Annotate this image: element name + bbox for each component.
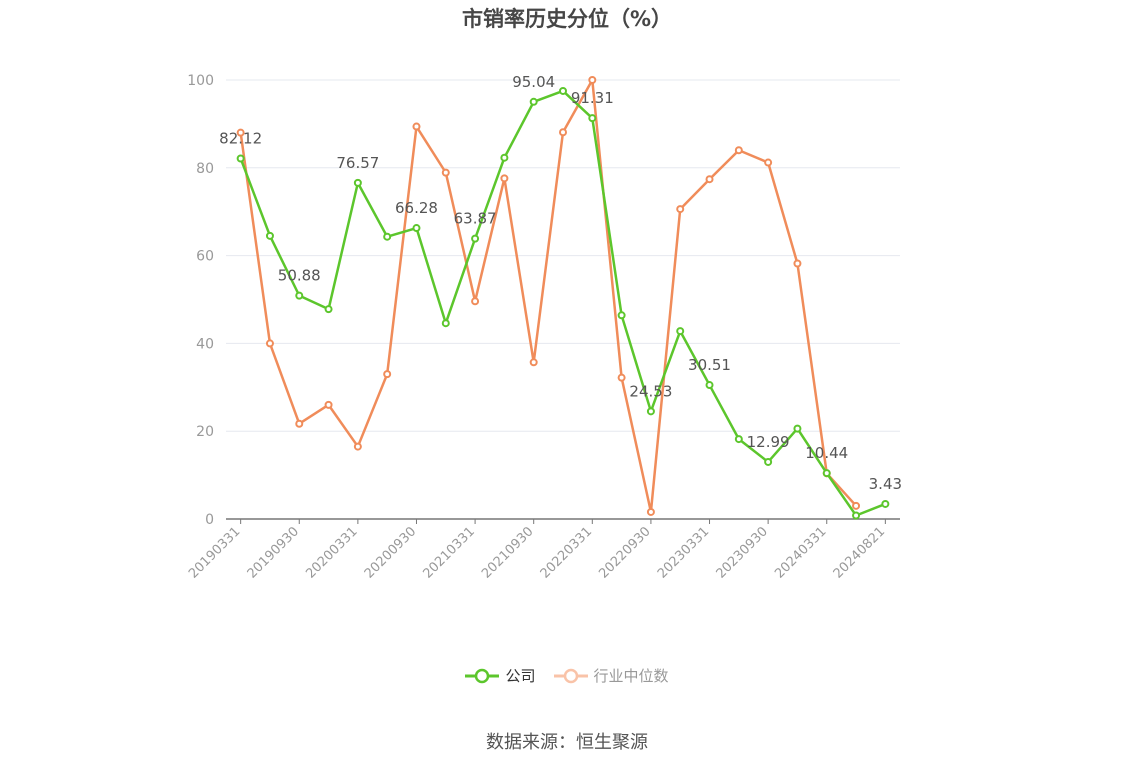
legend: 公司 行业中位数 bbox=[0, 662, 1134, 690]
series-point-0 bbox=[500, 153, 509, 162]
legend-item-industry-median[interactable]: 行业中位数 bbox=[553, 662, 669, 690]
series-point-0 bbox=[676, 327, 685, 336]
data-label: 12.99 bbox=[747, 433, 790, 451]
series-point-1 bbox=[617, 373, 626, 382]
x-tick-label: 20230930 bbox=[714, 524, 771, 581]
x-tick-label: 20220331 bbox=[538, 524, 595, 581]
series-point-1 bbox=[471, 297, 480, 306]
series-point-0 bbox=[646, 407, 655, 416]
x-tick-label: 20230331 bbox=[655, 524, 712, 581]
y-tick-label: 100 bbox=[187, 73, 214, 89]
y-tick-label: 40 bbox=[196, 336, 214, 352]
axes: 0 20 40 60 80 100 20190331 20190930 20200331 2020… bbox=[186, 73, 900, 582]
series-point-1 bbox=[412, 122, 421, 131]
series-point-0 bbox=[705, 381, 714, 390]
series-point-1 bbox=[764, 158, 773, 167]
data-label: 95.04 bbox=[512, 73, 555, 91]
series-point-1 bbox=[646, 507, 655, 516]
series-point-1 bbox=[559, 128, 567, 137]
series-point-0 bbox=[324, 305, 333, 314]
series-point-1 bbox=[236, 128, 245, 137]
data-label: 24.53 bbox=[629, 382, 672, 400]
x-tick-label: 20210331 bbox=[421, 524, 478, 581]
series-point-0 bbox=[265, 231, 274, 240]
data-source: 数据来源：恒生聚源 bbox=[486, 732, 648, 753]
series-point-1 bbox=[793, 259, 802, 268]
legend-item-company[interactable]: 公司 bbox=[465, 662, 536, 690]
x-tick-label: 20190331 bbox=[186, 524, 243, 581]
series-point-0 bbox=[852, 511, 861, 520]
y-tick-label: 80 bbox=[196, 161, 214, 177]
series-point-0 bbox=[617, 311, 626, 320]
x-tick-label: 20240821 bbox=[831, 524, 888, 581]
series-lines bbox=[236, 76, 890, 520]
series-point-1 bbox=[383, 370, 392, 379]
series-point-1 bbox=[265, 339, 274, 348]
data-label: 82.12 bbox=[219, 129, 262, 147]
y-tick-label: 20 bbox=[196, 424, 214, 440]
grid-lines bbox=[226, 79, 900, 432]
series-point-1 bbox=[353, 442, 362, 451]
series-point-0 bbox=[822, 469, 831, 478]
data-label: 66.28 bbox=[395, 199, 438, 217]
series-point-0 bbox=[353, 178, 362, 187]
legend-marker-industry-median bbox=[553, 668, 588, 684]
series-point-0 bbox=[793, 424, 802, 433]
x-tick-label: 20200930 bbox=[362, 524, 419, 581]
series-point-0 bbox=[734, 435, 743, 444]
x-tick-label: 20190930 bbox=[245, 524, 302, 581]
series-point-0 bbox=[471, 234, 480, 243]
series-point-0 bbox=[412, 224, 421, 233]
data-label: 63.87 bbox=[454, 210, 497, 228]
series-point-0 bbox=[881, 499, 890, 508]
series-point-0 bbox=[295, 291, 304, 300]
data-label: 30.51 bbox=[688, 356, 731, 374]
series-point-1 bbox=[734, 146, 743, 155]
y-tick-label: 60 bbox=[196, 249, 214, 265]
series-point-1 bbox=[588, 76, 597, 84]
series-point-1 bbox=[676, 205, 685, 214]
data-label: 50.88 bbox=[278, 267, 321, 285]
series-point-0 bbox=[529, 97, 538, 106]
series-point-0 bbox=[764, 457, 773, 466]
chart-title: 市销率历史分位（%） bbox=[461, 7, 673, 31]
series-point-1 bbox=[441, 168, 450, 177]
x-tick-label: 20240331 bbox=[772, 524, 829, 581]
series-point-0 bbox=[588, 114, 597, 123]
legend-label-company: 公司 bbox=[505, 667, 536, 685]
series-point-1 bbox=[529, 358, 538, 367]
series-point-0 bbox=[236, 154, 245, 163]
x-tick-label: 20210930 bbox=[479, 524, 536, 581]
series-point-0 bbox=[441, 319, 450, 328]
x-tick-label: 20220930 bbox=[596, 524, 653, 581]
series-point-0 bbox=[383, 232, 392, 241]
data-label: 91.31 bbox=[571, 89, 614, 107]
series-point-0 bbox=[559, 86, 567, 95]
series-point-1 bbox=[295, 419, 304, 428]
series-point-1 bbox=[500, 174, 509, 183]
data-label: 3.43 bbox=[869, 475, 902, 493]
data-label: 76.57 bbox=[336, 154, 379, 172]
x-tick-label: 20200331 bbox=[303, 524, 360, 581]
data-labels: 82.12 50.88 76.57 66.28 63.87 95.04 91.31 24.53… bbox=[219, 73, 902, 493]
series-point-1 bbox=[852, 501, 861, 510]
legend-marker-company bbox=[465, 668, 500, 684]
series-point-1 bbox=[705, 175, 714, 184]
series-point-1 bbox=[324, 400, 333, 409]
legend-label-industry-median: 行业中位数 bbox=[593, 667, 669, 685]
data-label: 10.44 bbox=[805, 444, 848, 462]
y-tick-label: 0 bbox=[205, 512, 214, 528]
series-line-1 bbox=[239, 78, 857, 514]
